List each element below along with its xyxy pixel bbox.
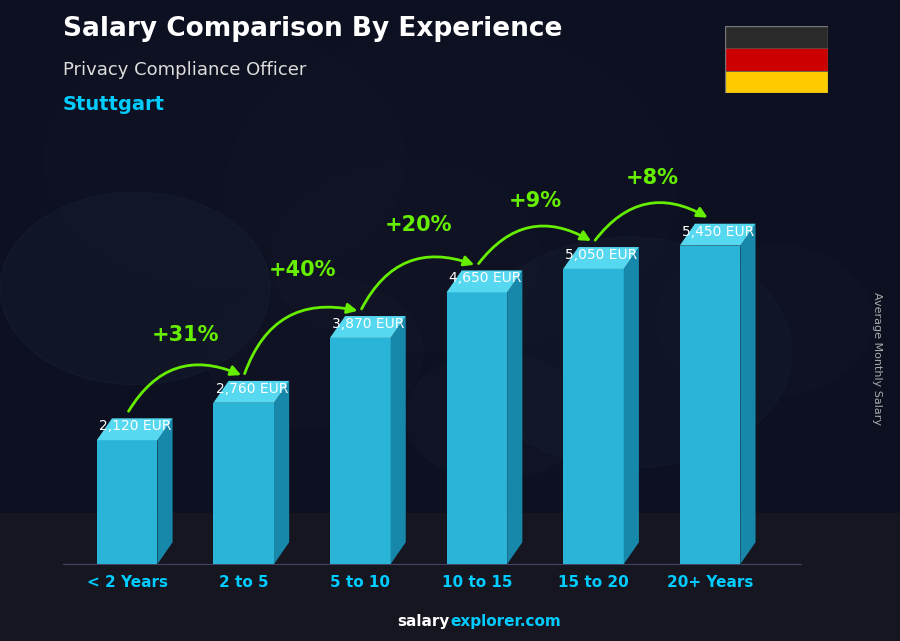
Polygon shape bbox=[330, 316, 406, 338]
Polygon shape bbox=[213, 381, 289, 403]
Bar bbox=[724, 26, 828, 48]
Text: Stuttgart: Stuttgart bbox=[63, 95, 165, 114]
Text: 2,120 EUR: 2,120 EUR bbox=[99, 419, 172, 433]
Polygon shape bbox=[158, 419, 173, 564]
Text: salary: salary bbox=[398, 615, 450, 629]
Circle shape bbox=[0, 192, 270, 385]
Polygon shape bbox=[213, 403, 274, 564]
Text: explorer.com: explorer.com bbox=[450, 615, 561, 629]
Circle shape bbox=[657, 244, 873, 397]
Text: +40%: +40% bbox=[268, 260, 336, 280]
Polygon shape bbox=[741, 224, 755, 564]
Polygon shape bbox=[97, 440, 158, 564]
Polygon shape bbox=[97, 419, 173, 440]
Text: 3,870 EUR: 3,870 EUR bbox=[332, 317, 405, 331]
Circle shape bbox=[45, 32, 405, 288]
Polygon shape bbox=[446, 292, 508, 564]
Text: Salary Comparison By Experience: Salary Comparison By Experience bbox=[63, 16, 562, 42]
Text: Privacy Compliance Officer: Privacy Compliance Officer bbox=[63, 61, 306, 79]
Circle shape bbox=[225, 32, 675, 353]
Text: +31%: +31% bbox=[152, 325, 220, 345]
Text: 5,050 EUR: 5,050 EUR bbox=[565, 248, 638, 262]
Polygon shape bbox=[391, 316, 406, 564]
Polygon shape bbox=[330, 338, 391, 564]
Text: 4,650 EUR: 4,650 EUR bbox=[449, 271, 521, 285]
Polygon shape bbox=[446, 271, 522, 292]
Circle shape bbox=[270, 160, 540, 353]
Text: Average Monthly Salary: Average Monthly Salary bbox=[872, 292, 883, 426]
Circle shape bbox=[405, 353, 585, 481]
Polygon shape bbox=[274, 381, 289, 564]
Bar bbox=[724, 71, 828, 93]
Polygon shape bbox=[624, 247, 639, 564]
Text: 5,450 EUR: 5,450 EUR bbox=[682, 224, 754, 238]
Bar bbox=[0, 513, 900, 641]
Circle shape bbox=[468, 237, 792, 468]
Bar bbox=[724, 48, 828, 71]
Polygon shape bbox=[563, 269, 624, 564]
Text: +20%: +20% bbox=[385, 215, 453, 235]
Text: +8%: +8% bbox=[626, 168, 679, 188]
Circle shape bbox=[207, 276, 423, 429]
Polygon shape bbox=[563, 247, 639, 269]
Polygon shape bbox=[680, 224, 755, 246]
Polygon shape bbox=[680, 246, 741, 564]
Polygon shape bbox=[508, 271, 522, 564]
Text: +9%: +9% bbox=[508, 192, 562, 212]
Text: 2,760 EUR: 2,760 EUR bbox=[216, 382, 288, 395]
